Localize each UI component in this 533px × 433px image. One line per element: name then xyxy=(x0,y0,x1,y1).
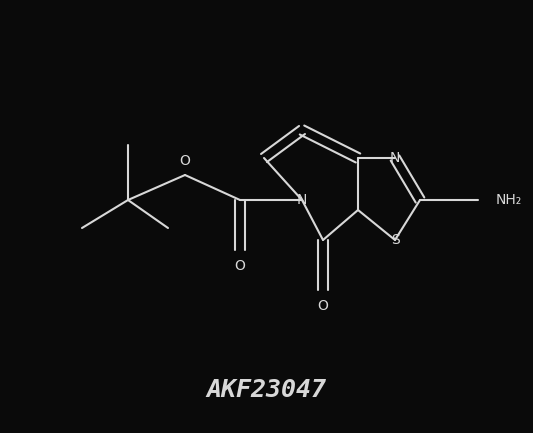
Text: N: N xyxy=(390,151,400,165)
Text: O: O xyxy=(180,154,190,168)
Text: S: S xyxy=(391,233,399,247)
Text: AKF23047: AKF23047 xyxy=(206,378,326,402)
Text: NH₂: NH₂ xyxy=(496,193,522,207)
Text: O: O xyxy=(318,299,328,313)
Text: N: N xyxy=(297,193,307,207)
Text: O: O xyxy=(235,259,245,273)
